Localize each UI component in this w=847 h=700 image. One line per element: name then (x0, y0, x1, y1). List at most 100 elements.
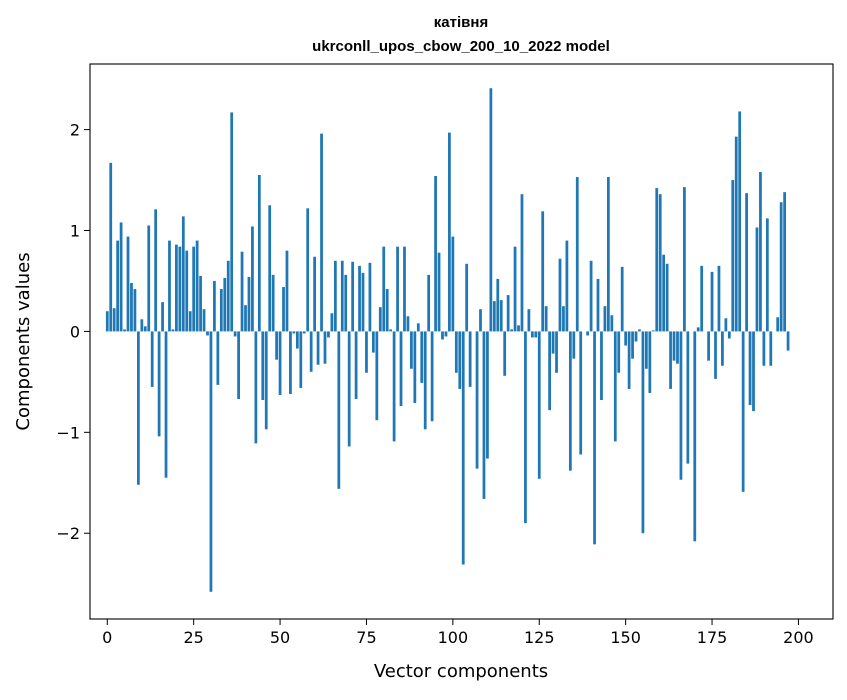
bar (438, 253, 441, 332)
bar (407, 316, 410, 331)
bar (763, 331, 766, 365)
bar (635, 331, 638, 341)
bar (604, 306, 607, 331)
bar (666, 264, 669, 332)
bar (206, 331, 209, 335)
bar (479, 309, 482, 331)
bar (158, 331, 161, 436)
bar (369, 263, 372, 332)
x-tick-label: 200 (783, 628, 814, 647)
bar (168, 241, 171, 332)
bar (396, 247, 399, 332)
bar (299, 331, 302, 388)
bar (389, 329, 392, 331)
bar (109, 163, 112, 332)
bar (178, 247, 181, 332)
bar (517, 325, 520, 331)
bar (455, 331, 458, 372)
bar (759, 172, 762, 331)
bar (116, 241, 119, 332)
y-tick-label: −2 (56, 524, 80, 543)
bar (203, 309, 206, 331)
x-tick-label: 175 (697, 628, 728, 647)
bar (621, 267, 624, 332)
bar (334, 261, 337, 332)
bar (686, 331, 689, 463)
bar (199, 276, 202, 332)
x-tick-label: 125 (524, 628, 555, 647)
bar (351, 262, 354, 332)
bar (113, 308, 116, 331)
bar (683, 187, 686, 331)
bar (431, 331, 434, 421)
bar (417, 323, 420, 331)
bar (503, 331, 506, 375)
bar (749, 331, 752, 405)
bar (483, 331, 486, 499)
bar (673, 331, 676, 360)
bar (165, 331, 168, 477)
bar (331, 313, 334, 331)
bar (510, 329, 513, 331)
bar (313, 257, 316, 332)
bar (728, 331, 731, 338)
bar (424, 331, 427, 429)
bar (731, 180, 734, 331)
bar (541, 211, 544, 331)
bar (458, 331, 461, 389)
bar (783, 192, 786, 331)
bar (669, 331, 672, 389)
bar (120, 222, 123, 331)
bar (445, 331, 448, 336)
bar (700, 266, 703, 332)
bar (642, 331, 645, 533)
y-tick-label: 0 (70, 322, 80, 341)
bar (379, 307, 382, 331)
bar (628, 331, 631, 389)
bar (718, 266, 721, 332)
bar (769, 331, 772, 365)
bar (382, 247, 385, 332)
bar (524, 331, 527, 523)
bar (697, 327, 700, 331)
bar (154, 209, 157, 331)
bar (185, 251, 188, 332)
bar (721, 331, 724, 365)
bar (662, 255, 665, 332)
bar (282, 287, 285, 331)
bar (787, 331, 790, 350)
bar (534, 331, 537, 337)
bar (362, 273, 365, 332)
bar (223, 278, 226, 331)
bar (465, 264, 468, 332)
bar (123, 329, 126, 331)
bar (265, 331, 268, 429)
bar (555, 331, 558, 372)
bar (296, 331, 299, 348)
bar (275, 331, 278, 359)
bar (393, 331, 396, 441)
bar (780, 202, 783, 331)
bar (756, 227, 759, 331)
bar (638, 329, 641, 331)
bar (140, 319, 143, 331)
bar (631, 331, 634, 358)
bar (451, 237, 454, 332)
bar (476, 331, 479, 468)
x-tick-label: 50 (270, 628, 290, 647)
bar (234, 331, 237, 336)
bar (355, 331, 358, 399)
bar (182, 216, 185, 331)
bar (652, 330, 655, 331)
bar (500, 300, 503, 331)
bar (237, 331, 240, 399)
bar (572, 331, 575, 358)
bar (496, 279, 499, 331)
bar (241, 252, 244, 332)
bar (752, 331, 755, 411)
bar (548, 331, 551, 410)
bar (531, 331, 534, 337)
bar (317, 331, 320, 364)
bar (724, 318, 727, 331)
